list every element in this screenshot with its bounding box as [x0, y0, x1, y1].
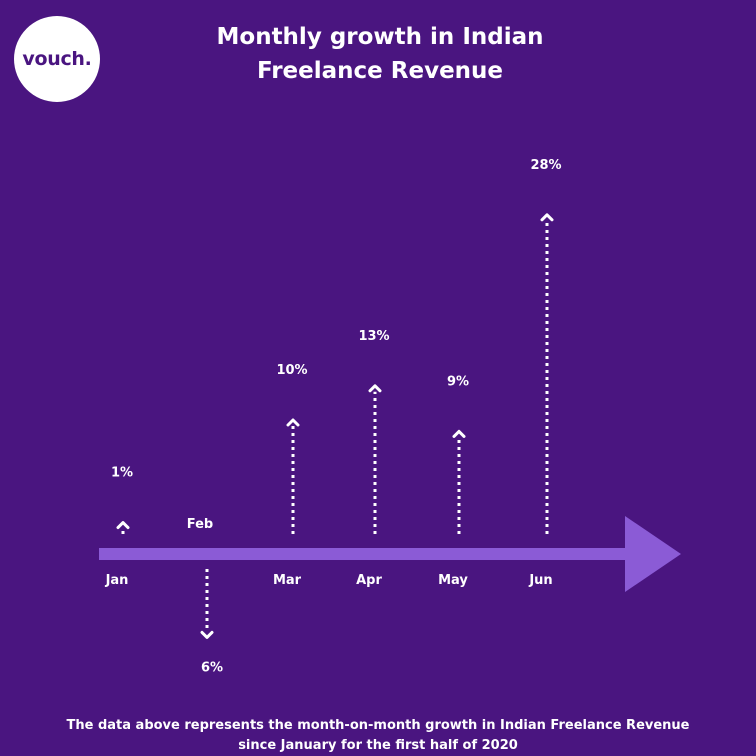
caption-line-2: since January for the first half of 2020: [238, 738, 518, 753]
value-label-mar: 10%: [276, 363, 307, 378]
chart-title: Monthly growth in Indian Freelance Reven…: [170, 20, 590, 88]
value-label-feb: 6%: [201, 660, 223, 675]
growth-arrowhead-mar: [286, 418, 300, 427]
title-line-1: Monthly growth in Indian: [216, 24, 544, 50]
vouch-logo: vouch.: [14, 16, 100, 102]
growth-arrowhead-may: [452, 429, 466, 438]
month-label-jun: Jun: [528, 573, 552, 588]
growth-arrowhead-apr: [368, 384, 382, 393]
growth-arrowhead-feb: [200, 630, 214, 639]
axis-arrow-shaft: [99, 548, 635, 560]
value-label-jun: 28%: [530, 158, 561, 173]
month-label-jan: Jan: [105, 573, 129, 588]
value-label-apr: 13%: [358, 329, 389, 344]
month-label-mar: Mar: [273, 573, 302, 588]
caption-line-1: The data above represents the month-on-m…: [66, 718, 690, 733]
month-label-apr: Apr: [356, 573, 382, 588]
month-label-may: May: [438, 573, 468, 588]
value-label-may: 9%: [447, 374, 469, 389]
logo-text: vouch.: [22, 48, 92, 70]
month-label-feb: Feb: [187, 517, 213, 532]
value-label-jan: 1%: [111, 466, 133, 481]
axis-arrow-head: [625, 516, 681, 592]
growth-arrowhead-jun: [540, 213, 554, 222]
growth-arrowhead-jan: [116, 521, 130, 530]
chart-caption: The data above represents the month-on-m…: [10, 716, 746, 756]
title-line-2: Freelance Revenue: [256, 58, 504, 84]
